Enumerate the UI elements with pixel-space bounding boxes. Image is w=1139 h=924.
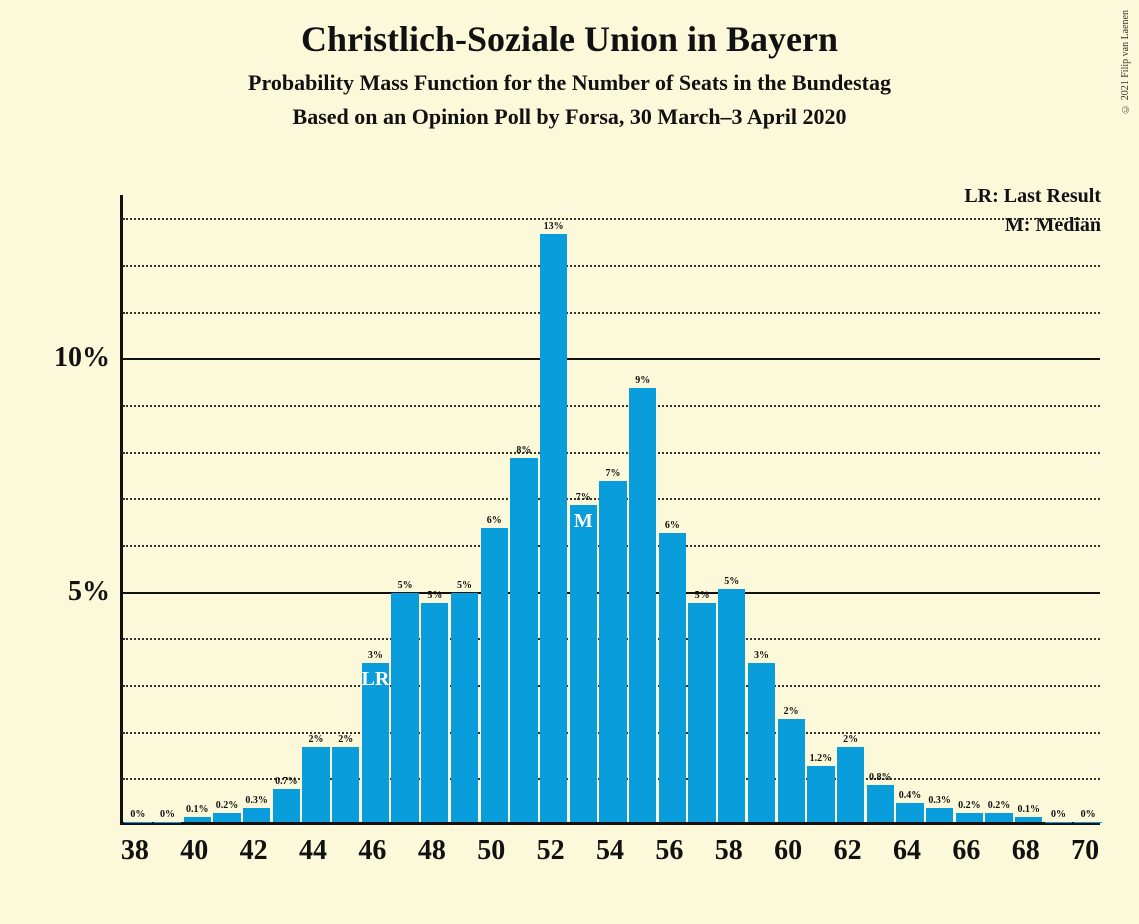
bar-value-label: 0.8% [869,772,892,783]
x-tick-label: 62 [834,835,862,867]
bar-value-label: 7% [606,468,621,479]
x-tick-label: 38 [121,835,149,867]
bar-value-label: 0.2% [988,800,1011,811]
y-axis-labels: 5% 10% [40,175,120,895]
bar-value-label: 8% [516,445,531,456]
bar-value-label: 0.2% [958,800,981,811]
bar [807,766,834,822]
bar [688,603,715,822]
bar [154,822,181,823]
bar-value-label: 0.3% [928,795,951,806]
x-tick-label: 56 [655,835,683,867]
chart-subtitle-2: Based on an Opinion Poll by Forsa, 30 Ma… [0,104,1139,130]
bar-value-label: 0.1% [186,804,209,815]
y-tick-label: 10% [54,342,110,374]
bar-value-label: 3% [754,650,769,661]
bar [451,593,478,822]
bar [213,813,240,822]
chart-title: Christlich-Soziale Union in Bayern [0,18,1139,60]
x-tick-label: 60 [774,835,802,867]
bar-value-label: 0% [1051,809,1066,820]
bar [985,813,1012,822]
bar [302,747,329,822]
bar [570,505,597,822]
x-tick-label: 66 [952,835,980,867]
bar [837,747,864,822]
x-tick-label: 40 [180,835,208,867]
bar-value-label: 5% [724,576,739,587]
x-tick-label: 46 [358,835,386,867]
bar-value-label: 9% [635,375,650,386]
bar-value-label: 5% [427,590,442,601]
bar [273,789,300,822]
bar-value-label: 0.4% [899,790,922,801]
chart-area: 5%10% 0%0%0.1%0.2%0.3%0.7%2%2%3%LR5%5%5%… [40,175,1110,895]
x-tick-label: 64 [893,835,921,867]
bar-value-label: 0% [160,809,175,820]
bar-value-label: 0% [130,809,145,820]
bar-value-label: 5% [457,580,472,591]
bar [778,719,805,822]
x-tick-label: 44 [299,835,327,867]
bar [243,808,270,822]
bar [748,663,775,822]
bar-value-label: 6% [487,515,502,526]
bar-value-label: 13% [544,221,564,232]
x-tick-label: 50 [477,835,505,867]
bar-value-label: 0.2% [216,800,239,811]
bar [956,813,983,822]
bar [1015,817,1042,822]
x-tick-label: 68 [1012,835,1040,867]
x-tick-label: 48 [418,835,446,867]
bar-value-label: 2% [309,734,324,745]
bar [926,808,953,822]
bar [124,822,151,823]
bar [184,817,211,822]
y-tick-label: 5% [68,576,110,608]
median-marker: M [574,510,593,533]
x-tick-label: 42 [240,835,268,867]
bar [540,234,567,822]
bar-value-label: 6% [665,520,680,531]
chart-subtitle-1: Probability Mass Function for the Number… [0,70,1139,96]
bar-value-label: 5% [695,590,710,601]
last-result-marker: LR [362,668,390,691]
bars-container: 0% 0% 0.1% 0.2% 0.3% 0.7% 2% 2% 3% LR 5% 5% 5% 6% 8% 13… [123,195,1100,822]
bar-value-label: 0% [1081,809,1096,820]
bar [1074,822,1101,823]
bar-value-label: 5% [398,580,413,591]
bar-value-label: 7% [576,492,591,503]
bar [659,533,686,822]
plot-area: 0% 0% 0.1% 0.2% 0.3% 0.7% 2% 2% 3% LR 5% 5% 5% 6% 8% 13… [120,195,1100,825]
bar-value-label: 3% [368,650,383,661]
x-axis-labels: 38 40 42 44 46 48 50 52 54 56 58 60 62 64 66 68 70 [120,835,1100,875]
chart-titles: Christlich-Soziale Union in Bayern Proba… [0,0,1139,130]
bar-value-label: 0.7% [275,776,298,787]
bar [391,593,418,822]
bar-value-label: 2% [843,734,858,745]
x-tick-label: 70 [1071,835,1099,867]
bar [896,803,923,822]
bar-value-label: 0.3% [245,795,268,806]
x-tick-label: 58 [715,835,743,867]
bar [1045,822,1072,823]
x-tick-label: 54 [596,835,624,867]
bar-value-label: 2% [784,706,799,717]
bar [510,458,537,822]
bar [421,603,448,822]
bar-value-label: 0.1% [1018,804,1041,815]
x-tick-label: 52 [537,835,565,867]
bar [718,589,745,822]
bar [629,388,656,822]
bar-value-label: 1.2% [810,753,833,764]
copyright-text: © 2021 Filip van Laenen [1120,10,1131,114]
bar [599,481,626,822]
bar [332,747,359,822]
bar [481,528,508,822]
bar-value-label: 2% [338,734,353,745]
bar [867,785,894,822]
